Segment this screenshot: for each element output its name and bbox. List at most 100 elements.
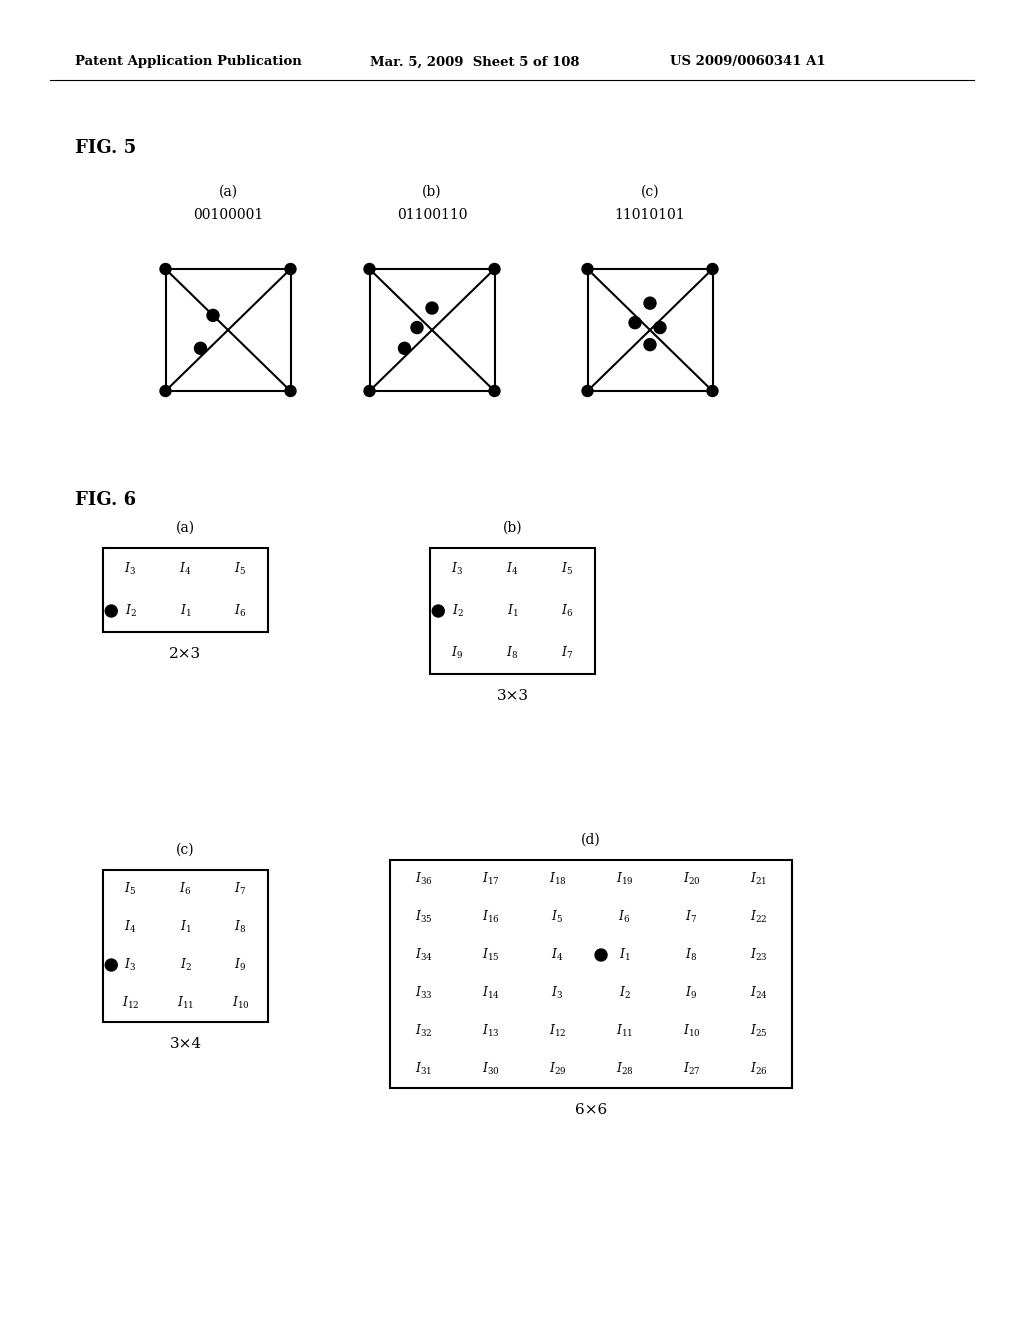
Text: US 2009/0060341 A1: US 2009/0060341 A1 <box>670 55 825 69</box>
Bar <box>103 870 268 1022</box>
Circle shape <box>654 322 666 334</box>
Text: Patent Application Publication: Patent Application Publication <box>75 55 302 69</box>
Text: $I_{34}$: $I_{34}$ <box>415 946 432 964</box>
Circle shape <box>432 605 444 616</box>
Text: (c): (c) <box>176 843 195 857</box>
Circle shape <box>195 342 207 354</box>
Text: $I_{1}$: $I_{1}$ <box>507 603 518 619</box>
Text: $I_{31}$: $I_{31}$ <box>415 1061 432 1077</box>
Text: 2×3: 2×3 <box>169 647 202 661</box>
Circle shape <box>707 385 718 396</box>
Text: $I_{21}$: $I_{21}$ <box>750 871 767 887</box>
Text: $I_{3}$: $I_{3}$ <box>452 561 464 577</box>
Bar <box>370 269 495 391</box>
Text: (b): (b) <box>422 185 441 199</box>
Text: $I_{5}$: $I_{5}$ <box>234 561 247 577</box>
Text: $I_{18}$: $I_{18}$ <box>549 871 566 887</box>
Text: $I_{16}$: $I_{16}$ <box>481 909 500 925</box>
Circle shape <box>426 302 438 314</box>
Circle shape <box>364 385 375 396</box>
Text: 00100001: 00100001 <box>193 209 263 222</box>
Bar <box>103 548 268 632</box>
Circle shape <box>207 309 219 321</box>
Text: $I_{8}$: $I_{8}$ <box>685 946 697 964</box>
Text: $I_{4}$: $I_{4}$ <box>124 919 136 935</box>
Text: $I_{10}$: $I_{10}$ <box>683 1023 700 1039</box>
Circle shape <box>398 342 411 354</box>
Text: $I_{29}$: $I_{29}$ <box>549 1061 566 1077</box>
Text: Mar. 5, 2009  Sheet 5 of 108: Mar. 5, 2009 Sheet 5 of 108 <box>370 55 580 69</box>
Circle shape <box>489 385 500 396</box>
Text: (a): (a) <box>176 521 195 535</box>
Text: $I_{3}$: $I_{3}$ <box>552 985 563 1001</box>
Text: 3×3: 3×3 <box>497 689 528 704</box>
Text: $I_{6}$: $I_{6}$ <box>561 603 573 619</box>
Circle shape <box>364 264 375 275</box>
Text: $I_{32}$: $I_{32}$ <box>415 1023 432 1039</box>
Text: $I_{7}$: $I_{7}$ <box>561 645 573 661</box>
Text: 11010101: 11010101 <box>614 209 685 222</box>
Text: $I_{5}$: $I_{5}$ <box>552 909 563 925</box>
Text: $I_{10}$: $I_{10}$ <box>231 995 250 1011</box>
Text: $I_{5}$: $I_{5}$ <box>561 561 573 577</box>
Text: 3×4: 3×4 <box>169 1038 202 1051</box>
Text: $I_{4}$: $I_{4}$ <box>551 946 563 964</box>
Text: $I_{30}$: $I_{30}$ <box>481 1061 500 1077</box>
Text: $I_{6}$: $I_{6}$ <box>618 909 631 925</box>
Bar <box>390 861 792 1088</box>
Text: $I_{24}$: $I_{24}$ <box>750 985 767 1001</box>
Text: $I_{6}$: $I_{6}$ <box>179 880 191 898</box>
Text: $I_{17}$: $I_{17}$ <box>481 871 500 887</box>
Text: $I_{2}$: $I_{2}$ <box>618 985 631 1001</box>
Text: $I_{3}$: $I_{3}$ <box>125 561 136 577</box>
Text: $I_{26}$: $I_{26}$ <box>750 1061 767 1077</box>
Text: $I_{15}$: $I_{15}$ <box>481 946 500 964</box>
Circle shape <box>582 264 593 275</box>
Text: $I_{9}$: $I_{9}$ <box>234 957 247 973</box>
Text: $I_{3}$: $I_{3}$ <box>125 957 136 973</box>
Bar <box>166 269 291 391</box>
Text: $I_{12}$: $I_{12}$ <box>549 1023 566 1039</box>
Text: $I_{28}$: $I_{28}$ <box>615 1061 634 1077</box>
Text: $I_{25}$: $I_{25}$ <box>750 1023 767 1039</box>
Circle shape <box>582 385 593 396</box>
Text: $I_{7}$: $I_{7}$ <box>685 909 697 925</box>
Text: $I_{9}$: $I_{9}$ <box>452 645 464 661</box>
Text: (a): (a) <box>218 185 238 199</box>
Text: FIG. 5: FIG. 5 <box>75 139 136 157</box>
Circle shape <box>629 317 641 329</box>
Text: $I_{22}$: $I_{22}$ <box>750 909 767 925</box>
Text: $I_{2}$: $I_{2}$ <box>452 603 464 619</box>
Text: $I_{2}$: $I_{2}$ <box>179 957 191 973</box>
Text: $I_{12}$: $I_{12}$ <box>122 995 139 1011</box>
Text: $I_{1}$: $I_{1}$ <box>618 946 630 964</box>
Bar <box>588 269 713 391</box>
Text: $I_{33}$: $I_{33}$ <box>415 985 432 1001</box>
Text: $I_{6}$: $I_{6}$ <box>234 603 247 619</box>
Circle shape <box>105 960 118 972</box>
Bar <box>430 548 595 675</box>
Text: $I_{8}$: $I_{8}$ <box>234 919 247 935</box>
Circle shape <box>285 385 296 396</box>
Circle shape <box>595 949 607 961</box>
Text: $I_{35}$: $I_{35}$ <box>415 909 432 925</box>
Text: $I_{14}$: $I_{14}$ <box>481 985 500 1001</box>
Text: $I_{19}$: $I_{19}$ <box>615 871 633 887</box>
Text: $I_{4}$: $I_{4}$ <box>179 561 191 577</box>
Text: $I_{11}$: $I_{11}$ <box>177 995 195 1011</box>
Circle shape <box>707 264 718 275</box>
Circle shape <box>644 339 656 351</box>
Circle shape <box>644 297 656 309</box>
Text: $I_{13}$: $I_{13}$ <box>481 1023 500 1039</box>
Circle shape <box>105 605 118 616</box>
Text: (b): (b) <box>503 521 522 535</box>
Circle shape <box>411 322 423 334</box>
Text: $I_{36}$: $I_{36}$ <box>415 871 432 887</box>
Text: (c): (c) <box>641 185 659 199</box>
Text: $I_{5}$: $I_{5}$ <box>125 880 136 898</box>
Text: (d): (d) <box>582 833 601 847</box>
Text: $I_{9}$: $I_{9}$ <box>685 985 697 1001</box>
Text: $I_{20}$: $I_{20}$ <box>683 871 700 887</box>
Text: 01100110: 01100110 <box>396 209 467 222</box>
Text: 6×6: 6×6 <box>574 1104 607 1117</box>
